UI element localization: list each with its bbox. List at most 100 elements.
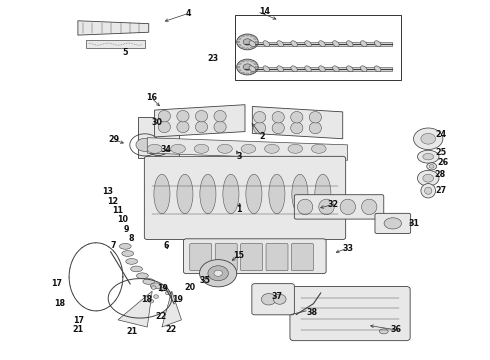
Ellipse shape [263,41,270,47]
Text: 9: 9 [124,225,129,234]
Ellipse shape [417,150,439,163]
Ellipse shape [246,59,249,61]
Ellipse shape [361,66,367,72]
Ellipse shape [131,266,143,272]
Ellipse shape [292,174,308,214]
Ellipse shape [151,286,156,289]
Ellipse shape [379,329,388,334]
Ellipse shape [374,66,381,72]
Ellipse shape [147,138,170,156]
Ellipse shape [214,121,226,133]
Text: 7: 7 [110,241,116,250]
Text: 6: 6 [163,242,169,251]
Ellipse shape [254,69,257,71]
Text: 28: 28 [435,170,446,179]
Ellipse shape [237,66,240,68]
Ellipse shape [246,48,249,49]
Text: 12: 12 [107,197,119,206]
Ellipse shape [238,69,241,71]
FancyBboxPatch shape [215,243,237,271]
Ellipse shape [171,144,185,153]
Ellipse shape [159,288,164,291]
Ellipse shape [305,66,311,72]
Text: 38: 38 [307,308,318,317]
FancyBboxPatch shape [190,243,212,271]
Ellipse shape [315,174,331,214]
Ellipse shape [243,39,252,45]
Ellipse shape [214,270,222,276]
Ellipse shape [177,174,193,214]
Ellipse shape [417,170,439,186]
Ellipse shape [291,112,303,123]
Text: 21: 21 [126,327,137,336]
Ellipse shape [318,66,325,72]
Text: 5: 5 [122,48,128,57]
Ellipse shape [384,218,401,229]
Polygon shape [252,107,343,139]
FancyBboxPatch shape [241,243,263,271]
Ellipse shape [149,300,154,303]
Ellipse shape [291,41,297,47]
Ellipse shape [249,41,256,47]
Text: 13: 13 [102,187,113,196]
Ellipse shape [214,111,226,122]
Ellipse shape [250,47,254,49]
Ellipse shape [305,41,311,47]
Text: 1: 1 [236,205,242,214]
Ellipse shape [122,251,134,256]
Ellipse shape [196,111,208,122]
Ellipse shape [361,41,367,47]
Ellipse shape [263,66,270,72]
Ellipse shape [318,41,325,47]
Ellipse shape [261,293,276,305]
Text: 17: 17 [74,316,84,325]
Bar [235,15,401,80]
Ellipse shape [291,66,297,72]
Ellipse shape [223,174,239,214]
Ellipse shape [250,35,254,37]
Ellipse shape [143,279,155,284]
Ellipse shape [414,128,443,149]
Text: 22: 22 [155,312,167,321]
Ellipse shape [423,153,434,160]
Ellipse shape [238,45,241,46]
Ellipse shape [309,122,321,134]
Ellipse shape [154,295,159,298]
Text: 27: 27 [435,185,446,194]
Ellipse shape [246,174,262,214]
Polygon shape [118,291,152,327]
Text: 19: 19 [157,284,169,293]
Ellipse shape [269,174,285,214]
Ellipse shape [151,142,165,152]
Polygon shape [78,21,149,35]
Polygon shape [155,105,245,137]
Ellipse shape [253,122,266,134]
Ellipse shape [241,72,245,74]
Text: 19: 19 [172,294,183,303]
Ellipse shape [126,258,138,264]
FancyBboxPatch shape [294,195,384,219]
Ellipse shape [333,66,339,72]
Ellipse shape [177,111,189,122]
Ellipse shape [243,64,252,70]
Ellipse shape [319,199,334,215]
Text: 30: 30 [151,118,163,127]
Ellipse shape [158,121,171,133]
Ellipse shape [154,174,170,214]
Text: 21: 21 [73,325,83,334]
Text: 4: 4 [186,9,192,18]
Text: 36: 36 [391,325,402,334]
Ellipse shape [423,174,434,182]
Text: 8: 8 [129,234,134,243]
Ellipse shape [218,144,232,153]
Ellipse shape [312,144,326,153]
Text: 31: 31 [408,219,419,228]
Ellipse shape [346,66,353,72]
Polygon shape [138,117,179,158]
Ellipse shape [246,35,249,36]
Ellipse shape [194,144,209,153]
Ellipse shape [241,47,245,49]
Ellipse shape [137,273,148,279]
FancyBboxPatch shape [145,156,345,239]
Ellipse shape [208,266,228,281]
